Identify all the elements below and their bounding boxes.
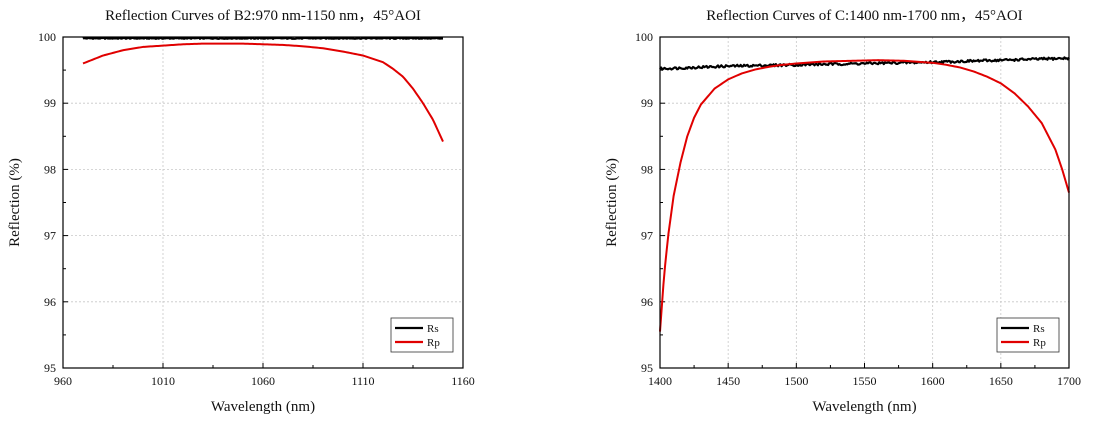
y-tick-label: 99 [641, 96, 653, 110]
x-tick-label: 1450 [716, 374, 740, 388]
x-tick-label: 1060 [251, 374, 275, 388]
legend: Rs Rp [996, 317, 1060, 353]
series-line-rs [659, 56, 1070, 71]
x-tick-label: 1110 [351, 374, 374, 388]
legend-box [390, 317, 454, 353]
series-line-rs [82, 36, 444, 40]
y-tick-label: 96 [641, 295, 653, 309]
x-axis-label: Wavelength (nm) [211, 399, 315, 415]
y-tick-label: 97 [44, 229, 56, 243]
y-tick-label: 99 [44, 96, 56, 110]
legend-box [996, 317, 1060, 353]
y-tick-label: 95 [44, 361, 56, 375]
y-tick-label: 96 [44, 295, 56, 309]
legend: Rs Rp [390, 317, 454, 353]
chart-2: Reflection Curves of C:1400 nm-1700 nm，4… [604, 8, 1081, 415]
x-tick-label: 1010 [151, 374, 175, 388]
x-tick-label: 1700 [1057, 374, 1081, 388]
y-tick-label: 98 [44, 162, 56, 176]
legend-label-rs: Rs [1033, 323, 1045, 335]
series-line-rp [659, 59, 1070, 332]
x-tick-label: 1650 [989, 374, 1013, 388]
x-tick-label: 1600 [921, 374, 945, 388]
x-axis-label: Wavelength (nm) [812, 399, 916, 415]
y-tick-label: 97 [641, 229, 653, 243]
y-tick-label: 100 [38, 30, 56, 44]
x-tick-label: 1400 [648, 374, 672, 388]
legend-label-rp: Rp [427, 337, 440, 349]
series-line-rp [82, 42, 444, 143]
legend-label-rs: Rs [427, 323, 439, 335]
y-tick-label: 95 [641, 361, 653, 375]
y-tick-label: 100 [635, 30, 653, 44]
x-tick-label: 1160 [451, 374, 475, 388]
legend-label-rp: Rp [1033, 337, 1046, 349]
x-tick-label: 960 [54, 374, 72, 388]
x-tick-label: 1500 [784, 374, 808, 388]
plot-frame [659, 36, 1070, 369]
chart-title: Reflection Curves of B2:970 nm-1150 nm，4… [105, 8, 421, 24]
chart-1: Reflection Curves of B2:970 nm-1150 nm，4… [7, 8, 475, 415]
y-tick-label: 98 [641, 162, 653, 176]
chart-title: Reflection Curves of C:1400 nm-1700 nm，4… [706, 8, 1022, 24]
x-tick-label: 1550 [853, 374, 877, 388]
plot-frame [62, 36, 464, 369]
y-axis-label: Reflection (%) [7, 158, 23, 247]
y-axis-label: Reflection (%) [604, 158, 620, 247]
